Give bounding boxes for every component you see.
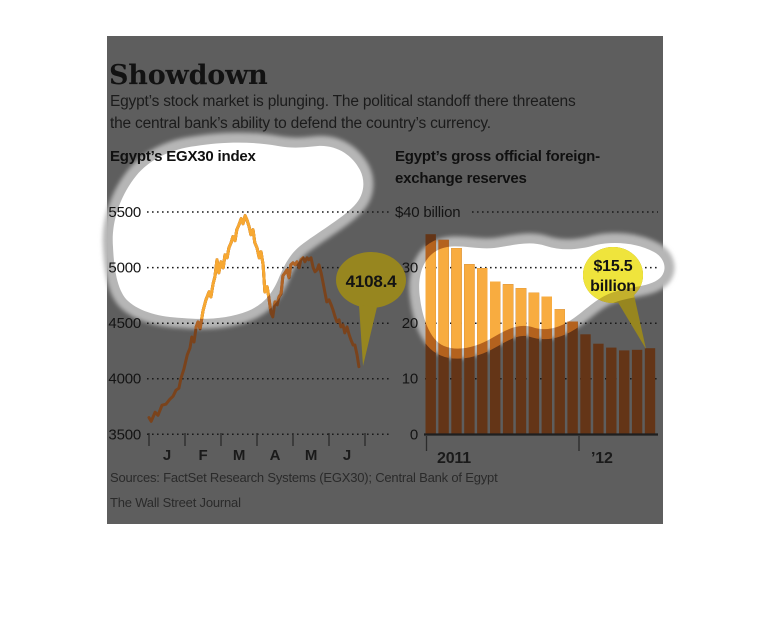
reserve-bar-1: [438, 239, 449, 435]
reserve-bar-15: [619, 350, 630, 435]
y-tick-3500: 3500: [108, 426, 141, 443]
reserves-axis: 2011 ’12: [424, 433, 658, 467]
y-tick-30: 30: [402, 260, 418, 277]
y-top-label: $40 billion: [395, 204, 460, 221]
reserves-chart-title-line2: exchange reserves: [395, 170, 527, 187]
callout-value-reserves-line2: billion: [590, 278, 636, 295]
reserve-bar-2: [451, 248, 462, 435]
subtitle-line-1: Egypt’s stock market is plunging. The po…: [110, 93, 576, 110]
reserve-bar-0: [425, 234, 436, 435]
reserve-bar-13: [593, 343, 604, 435]
reserve-bar-10: [554, 309, 565, 435]
month-label-apr: A: [270, 447, 281, 464]
y-tick-0: 0: [410, 426, 418, 443]
month-label-mar: M: [233, 447, 245, 464]
y-tick-5500: 5500: [108, 204, 141, 221]
credit-line: The Wall Street Journal: [110, 495, 241, 510]
reserve-bar-3: [464, 264, 475, 435]
y-tick-4000: 4000: [108, 371, 141, 388]
callout-value-reserves-line1: $15.5: [593, 258, 632, 275]
reserve-bar-14: [606, 347, 617, 435]
egx30-chart: Egypt’s EGX30 index 5500 5000 4500 4000 …: [108, 148, 392, 464]
month-label-may: M: [305, 447, 317, 464]
year-label-2011: 2011: [437, 450, 471, 467]
source-line: Sources: FactSet Research Systems (EGX30…: [110, 470, 498, 485]
egx30-chart-title: Egypt’s EGX30 index: [110, 148, 257, 165]
y-tick-5000: 5000: [108, 260, 141, 277]
reserves-chart: Egypt’s gross official foreign- exchange…: [395, 148, 658, 443]
reserves-chart-title-line1: Egypt’s gross official foreign-: [395, 148, 600, 165]
y-tick-10: 10: [402, 371, 418, 388]
data-layer-bright: [147, 214, 656, 435]
month-ticks: [148, 433, 366, 446]
reserve-bar-5: [490, 281, 501, 435]
reserve-bar-6: [502, 284, 514, 435]
reserve-bar-4: [477, 268, 488, 435]
callout-value-egx30: 4108.4: [346, 272, 398, 291]
reserve-bar-16: [631, 349, 643, 435]
y-tick-20: 20: [402, 315, 418, 332]
reserve-bar-8: [528, 292, 540, 435]
month-label-jun: J: [343, 447, 351, 464]
page-title: Showdown: [109, 60, 268, 91]
reserve-bar-17: [644, 348, 656, 435]
month-label-feb: F: [199, 447, 208, 464]
subtitle-line-2: the central bank’s ability to defend the…: [110, 115, 491, 132]
y-tick-4500: 4500: [108, 315, 141, 332]
reserve-bar-12: [580, 334, 591, 435]
reserve-bar-7: [515, 288, 527, 435]
year-label-2012: ’12: [591, 450, 613, 467]
reserve-bar-9: [541, 296, 552, 435]
month-label-jan: J: [163, 447, 171, 464]
reserve-bar-11: [567, 321, 578, 435]
